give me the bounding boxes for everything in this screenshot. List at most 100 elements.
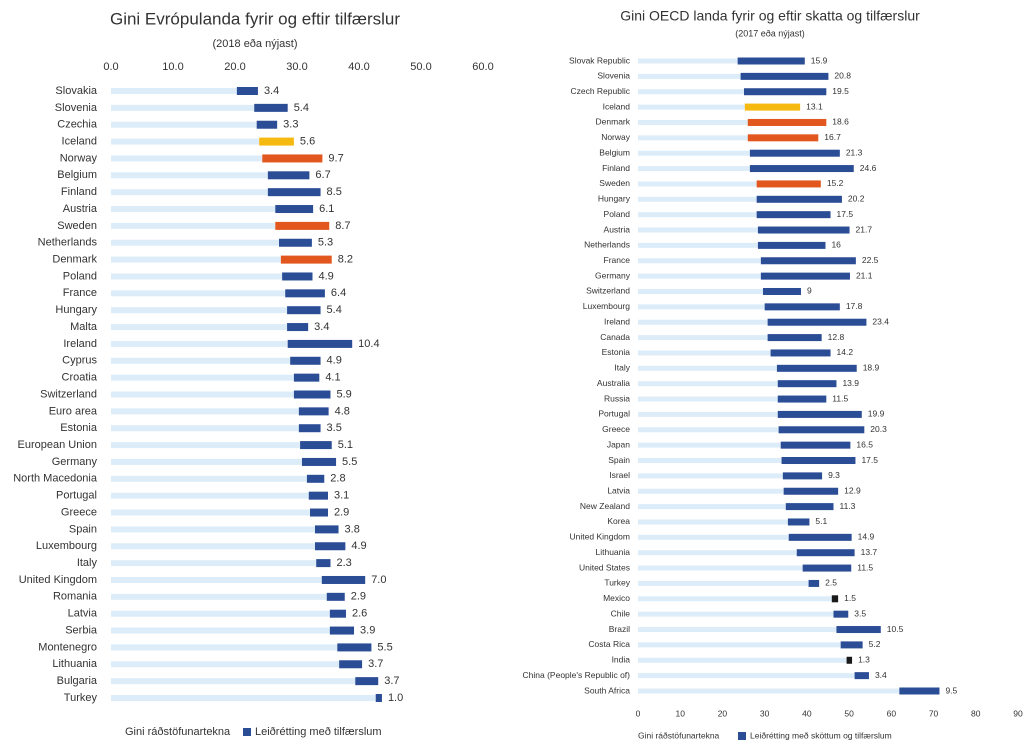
data-label: 17.5	[837, 209, 854, 219]
base-bar	[111, 239, 280, 246]
y-tick-label: Serbia	[65, 624, 98, 636]
y-tick-label: Mexico	[603, 593, 630, 603]
y-tick-label: Poland	[604, 209, 631, 219]
y-tick-label: Ireland	[604, 316, 630, 326]
legend-swatch	[738, 732, 746, 740]
y-tick-label: Finland	[602, 163, 630, 173]
change-bar	[749, 149, 840, 157]
y-tick-label: Slovakia	[55, 85, 97, 97]
change-bar	[293, 373, 320, 382]
y-tick-label: Finland	[61, 186, 97, 198]
data-label: 15.9	[811, 55, 828, 65]
base-bar	[638, 196, 757, 202]
change-bar	[275, 221, 330, 230]
base-bar	[638, 304, 765, 310]
y-tick-label: Brazil	[609, 624, 630, 634]
base-bar	[638, 642, 841, 648]
data-label: 9	[807, 286, 812, 296]
data-label: 2.6	[352, 608, 367, 620]
y-tick-label: Croatia	[62, 372, 98, 384]
change-bar	[767, 318, 867, 326]
change-bar	[777, 410, 862, 418]
data-label: 5.1	[815, 516, 827, 526]
y-tick-label: Belgium	[599, 147, 630, 157]
legend-label: Leiðrétting með sköttum og tilfærslum	[750, 730, 892, 740]
change-bar	[780, 441, 851, 449]
change-bar	[329, 609, 346, 618]
data-label: 7.0	[371, 574, 386, 586]
base-bar	[638, 104, 745, 110]
y-tick-label: France	[604, 255, 631, 265]
data-label: 19.5	[832, 86, 849, 96]
change-bar	[290, 356, 321, 365]
y-tick-label: Luxembourg	[583, 301, 631, 311]
y-tick-label: France	[63, 287, 97, 299]
base-bar	[111, 627, 330, 634]
y-tick-label: Israel	[609, 470, 630, 480]
data-label: 3.7	[384, 675, 399, 687]
y-tick-label: Romania	[53, 591, 98, 603]
data-label: 12.9	[844, 485, 861, 495]
base-bar	[638, 288, 763, 294]
y-tick-label: Montenegro	[38, 641, 97, 653]
change-bar	[275, 205, 314, 214]
y-tick-label: Iceland	[62, 135, 97, 147]
data-label: 15.2	[827, 178, 844, 188]
change-bar	[778, 426, 865, 434]
change-bar	[298, 424, 321, 433]
data-label: 18.9	[863, 363, 880, 373]
base-bar	[638, 258, 761, 264]
y-tick-label: Ireland	[63, 338, 97, 350]
change-bar	[762, 287, 801, 295]
y-tick-label: Slovenia	[55, 102, 98, 114]
data-label: 3.8	[345, 523, 360, 535]
base-bar	[111, 425, 299, 432]
base-bar	[111, 88, 237, 94]
x-tick-label: 10.0	[162, 61, 183, 73]
legend-label: Gini ráðstöfunartekna	[638, 730, 720, 740]
data-label: 4.9	[327, 355, 342, 367]
data-label: 3.5	[327, 422, 342, 434]
y-tick-label: Korea	[607, 516, 630, 526]
base-bar	[111, 256, 281, 263]
base-bar	[638, 550, 797, 556]
base-bar	[638, 596, 832, 602]
data-label: 1.0	[388, 692, 403, 704]
data-label: 5.5	[377, 641, 392, 653]
y-tick-label: Luxembourg	[36, 540, 97, 552]
change-bar	[899, 687, 940, 695]
base-bar	[638, 150, 750, 156]
change-bar	[796, 549, 855, 557]
x-tick-label: 70	[929, 708, 939, 718]
change-bar	[854, 672, 869, 680]
data-label: 8.2	[338, 254, 353, 266]
y-tick-label: Greece	[602, 424, 630, 434]
y-tick-label: Slovenia	[597, 71, 630, 81]
base-bar	[111, 340, 288, 347]
y-tick-label: Italy	[614, 363, 630, 373]
change-bar	[254, 103, 288, 112]
change-bar	[756, 211, 831, 219]
x-tick-label: 0.0	[103, 61, 118, 73]
y-tick-label: United Kingdom	[570, 532, 630, 542]
y-tick-label: Cyprus	[62, 355, 97, 367]
change-bar	[301, 457, 337, 466]
change-bar	[267, 188, 321, 197]
y-tick-label: Bulgaria	[57, 675, 98, 687]
base-bar	[638, 565, 803, 571]
base-bar	[638, 504, 786, 510]
base-bar	[638, 580, 809, 586]
y-tick-label: Norway	[601, 132, 631, 142]
base-bar	[638, 135, 748, 141]
y-tick-label: Chile	[611, 608, 631, 618]
data-label: 21.3	[846, 147, 863, 157]
base-bar	[638, 335, 768, 341]
change-bar	[236, 87, 258, 95]
base-bar	[638, 350, 771, 356]
y-tick-label: Czechia	[57, 119, 98, 131]
base-bar	[638, 627, 837, 633]
data-label: 20.8	[834, 71, 851, 81]
y-tick-label: Denmark	[52, 254, 97, 266]
